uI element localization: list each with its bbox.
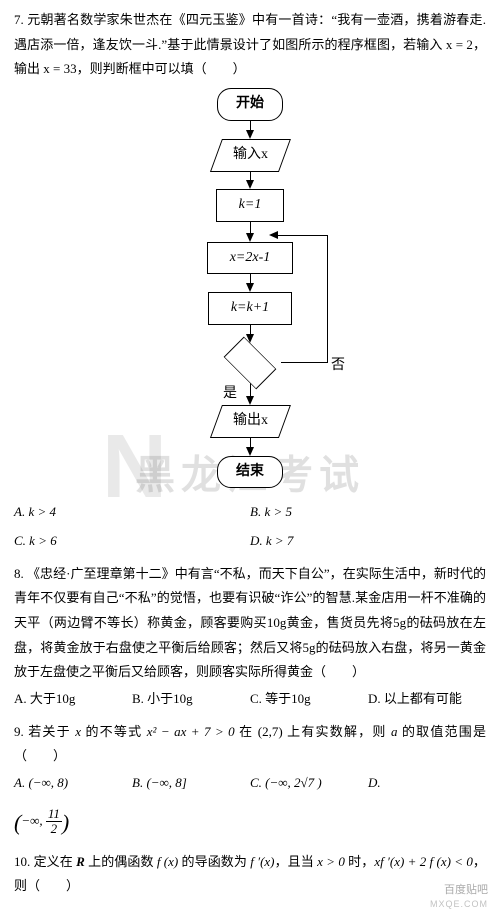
flow-proc-2: k=k+1 [208,292,292,325]
flow-decision [219,343,281,383]
q9-option-d-label: D. [368,769,486,798]
q9-options: A. (−∞, 8) B. (−∞, 8] C. (−∞, 2√7 ) D. [14,769,486,798]
q8-option-c: C. 等于10g [250,685,368,714]
q9-option-a: A. (−∞, 8) [14,769,132,798]
q9-option-c: C. (−∞, 2√7 ) [250,769,368,798]
q7-option-a: A. k > 4 [14,498,250,527]
flow-k-init: k=1 [216,189,285,222]
flow-input: 输入x [210,139,291,172]
q8-options: A. 大于10g B. 小于10g C. 等于10g D. 以上都有可能 [14,685,486,714]
q7-flowchart: 开始 输入x k=1 x=2x-1 k=k+1 否 是 输出x 结束 [14,88,486,488]
flow-no-label: 否 [331,353,345,380]
q8-option-b: B. 小于10g [132,685,250,714]
flow-start: 开始 [217,88,283,121]
q8-option-d: D. 以上都有可能 [368,685,486,714]
q7-options: A. k > 4 B. k > 5 C. k > 6 D. k > 7 [14,498,486,555]
question-9: 9. 若关于 x 的不等式 x² − ax + 7 > 0 在 (2,7) 上有… [14,720,486,844]
q9-option-b: B. (−∞, 8] [132,769,250,798]
question-7: 7. 元朝著名数学家朱世杰在《四元玉鉴》中有一首诗：“我有一壶酒，携着游春走.遇… [14,8,486,556]
question-10: 10. 定义在 R 上的偶函数 f (x) 的导函数为 f ′(x)，且当 x … [14,850,486,899]
q7-option-b: B. k > 5 [250,498,486,527]
q9-text: 9. 若关于 x 的不等式 x² − ax + 7 > 0 在 (2,7) 上有… [14,720,486,769]
q8-option-a: A. 大于10g [14,685,132,714]
q8-text: 8. 《忠经·广至理章第十二》中有言“不私，而天下自公”，在实际生活中，新时代的… [14,562,486,685]
q7-option-c: C. k > 6 [14,527,250,556]
q7-text: 7. 元朝著名数学家朱世杰在《四元玉鉴》中有一首诗：“我有一壶酒，携着游春走.遇… [14,8,486,82]
flow-yes-label: 是 [223,381,237,408]
q10-text: 10. 定义在 R 上的偶函数 f (x) 的导函数为 f ′(x)，且当 x … [14,850,486,899]
flow-output: 输出x [210,405,291,438]
flow-end: 结束 [217,456,283,489]
q9-option-d: (−∞, 112) [14,802,486,844]
flow-proc-1: x=2x-1 [207,242,294,275]
q7-option-d: D. k > 7 [250,527,486,556]
question-8: 8. 《忠经·广至理章第十二》中有言“不私，而天下自公”，在实际生活中，新时代的… [14,562,486,714]
